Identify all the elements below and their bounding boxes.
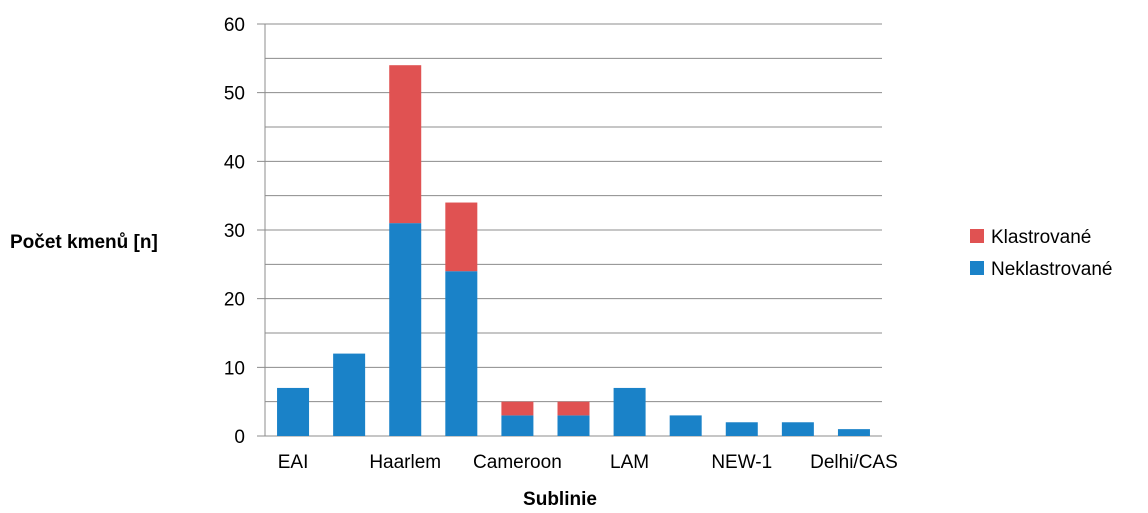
x-axis-title: Sublinie — [523, 489, 597, 510]
bar-segment — [725, 422, 758, 436]
bar-segment — [389, 65, 422, 224]
legend-label: Neklastrované — [991, 259, 1112, 280]
x-tick-label: LAM — [610, 452, 649, 473]
y-tick-label: 50 — [224, 84, 245, 105]
legend-swatch — [970, 229, 984, 243]
bars — [277, 65, 870, 436]
bar-segment — [669, 415, 702, 436]
bar-segment — [445, 271, 478, 436]
bar-segment — [501, 401, 534, 416]
gridlines — [257, 23, 882, 437]
bar-segment — [277, 387, 310, 436]
y-tick-label: 30 — [224, 221, 245, 242]
x-tick-label: NEW-1 — [711, 452, 772, 473]
y-axis-title: Počet kmenů [n] — [10, 232, 158, 253]
legend: Klastrované Neklastrované — [970, 227, 1112, 280]
bar-segment — [781, 422, 814, 436]
bar-segment — [557, 401, 590, 416]
x-tick-label: Haarlem — [369, 452, 441, 473]
y-tick-label: 20 — [224, 290, 245, 311]
bar-segment — [333, 353, 366, 436]
x-tick-label: Cameroon — [473, 452, 562, 473]
legend-swatch — [970, 261, 984, 275]
bar-segment — [557, 415, 590, 436]
bar-segment — [613, 387, 646, 436]
y-tick-label: 40 — [224, 152, 245, 173]
y-tick-label: 60 — [224, 15, 245, 36]
y-tick-label: 0 — [234, 427, 245, 448]
y-axis-ticks: 0 10 20 30 40 50 60 — [224, 15, 245, 448]
bar-segment — [389, 223, 422, 436]
legend-label: Klastrované — [991, 227, 1091, 248]
x-tick-label: Delhi/CAS — [810, 452, 898, 473]
bar-segment — [501, 415, 534, 436]
y-tick-label: 10 — [224, 358, 245, 379]
bar-segment — [445, 202, 478, 272]
x-tick-label: EAI — [278, 452, 309, 473]
x-axis-ticks: EAI Haarlem Cameroon LAM NEW-1 Delhi/CAS — [278, 452, 898, 473]
bar-segment — [837, 429, 870, 436]
